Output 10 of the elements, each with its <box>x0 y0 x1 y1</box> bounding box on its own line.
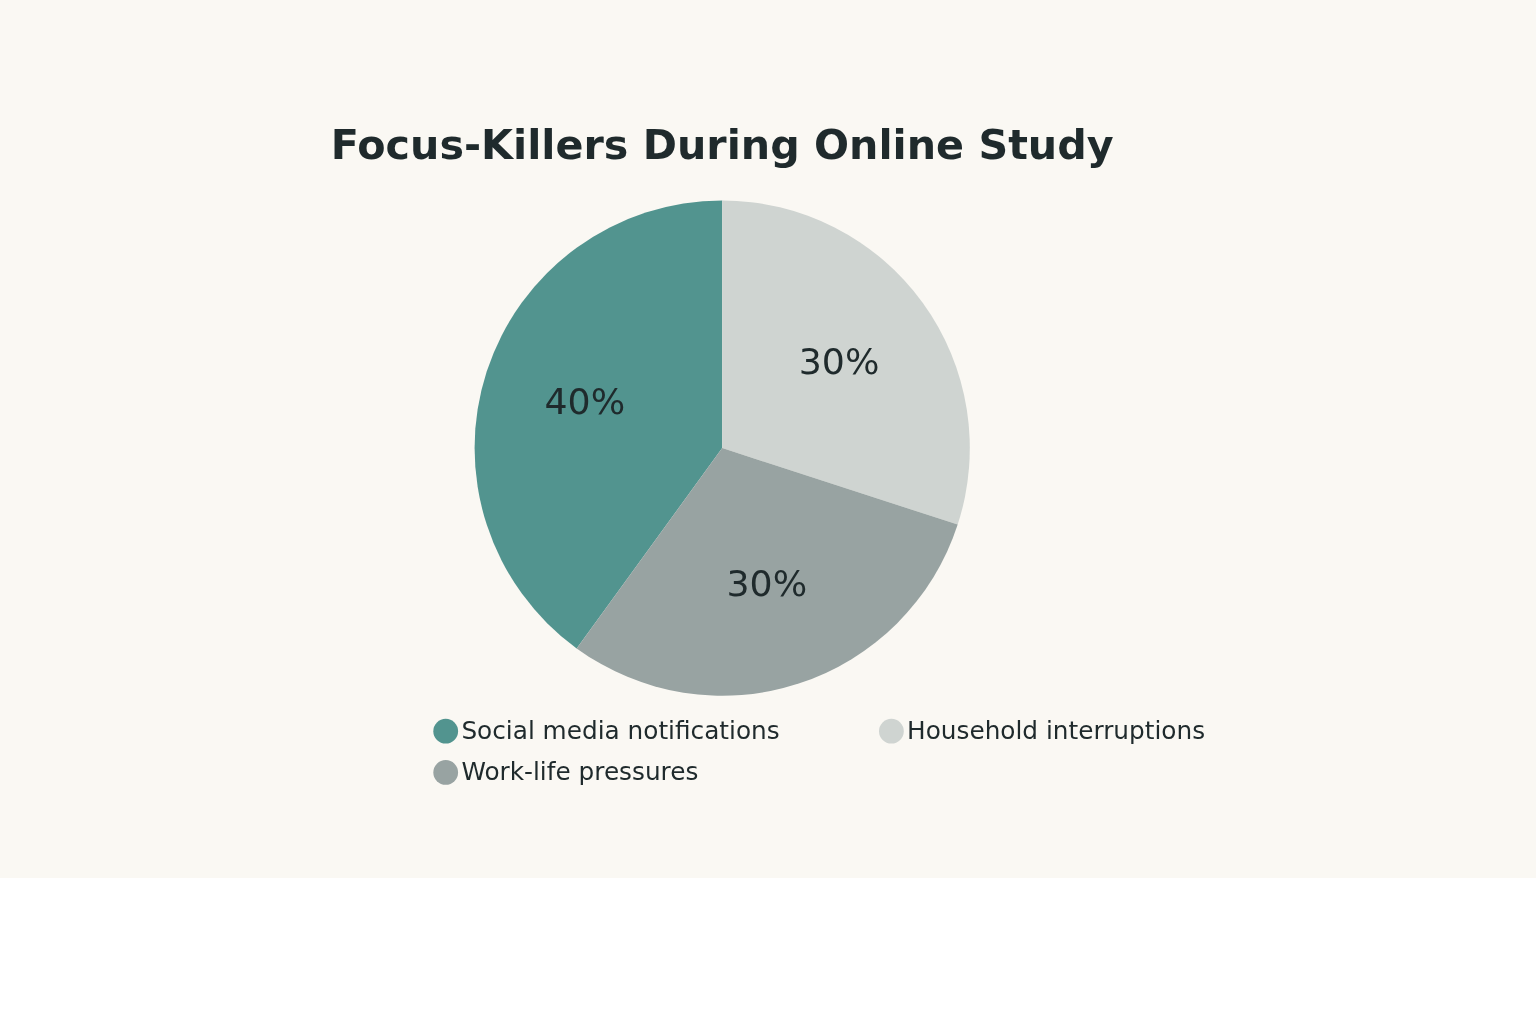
data-label: 30% <box>798 339 880 383</box>
legend-label: Social media notifications <box>461 715 780 745</box>
chart-title: Focus-Killers During Online Study <box>330 121 1114 170</box>
legend-label: Household interruptions <box>907 715 1206 745</box>
pie-slice <box>722 200 970 525</box>
pie-slice <box>576 448 958 696</box>
pie-slice <box>475 200 723 649</box>
data-label: 40% <box>544 380 626 424</box>
legend-label: Work-life pressures <box>461 756 699 786</box>
data-label: 30% <box>726 562 808 606</box>
